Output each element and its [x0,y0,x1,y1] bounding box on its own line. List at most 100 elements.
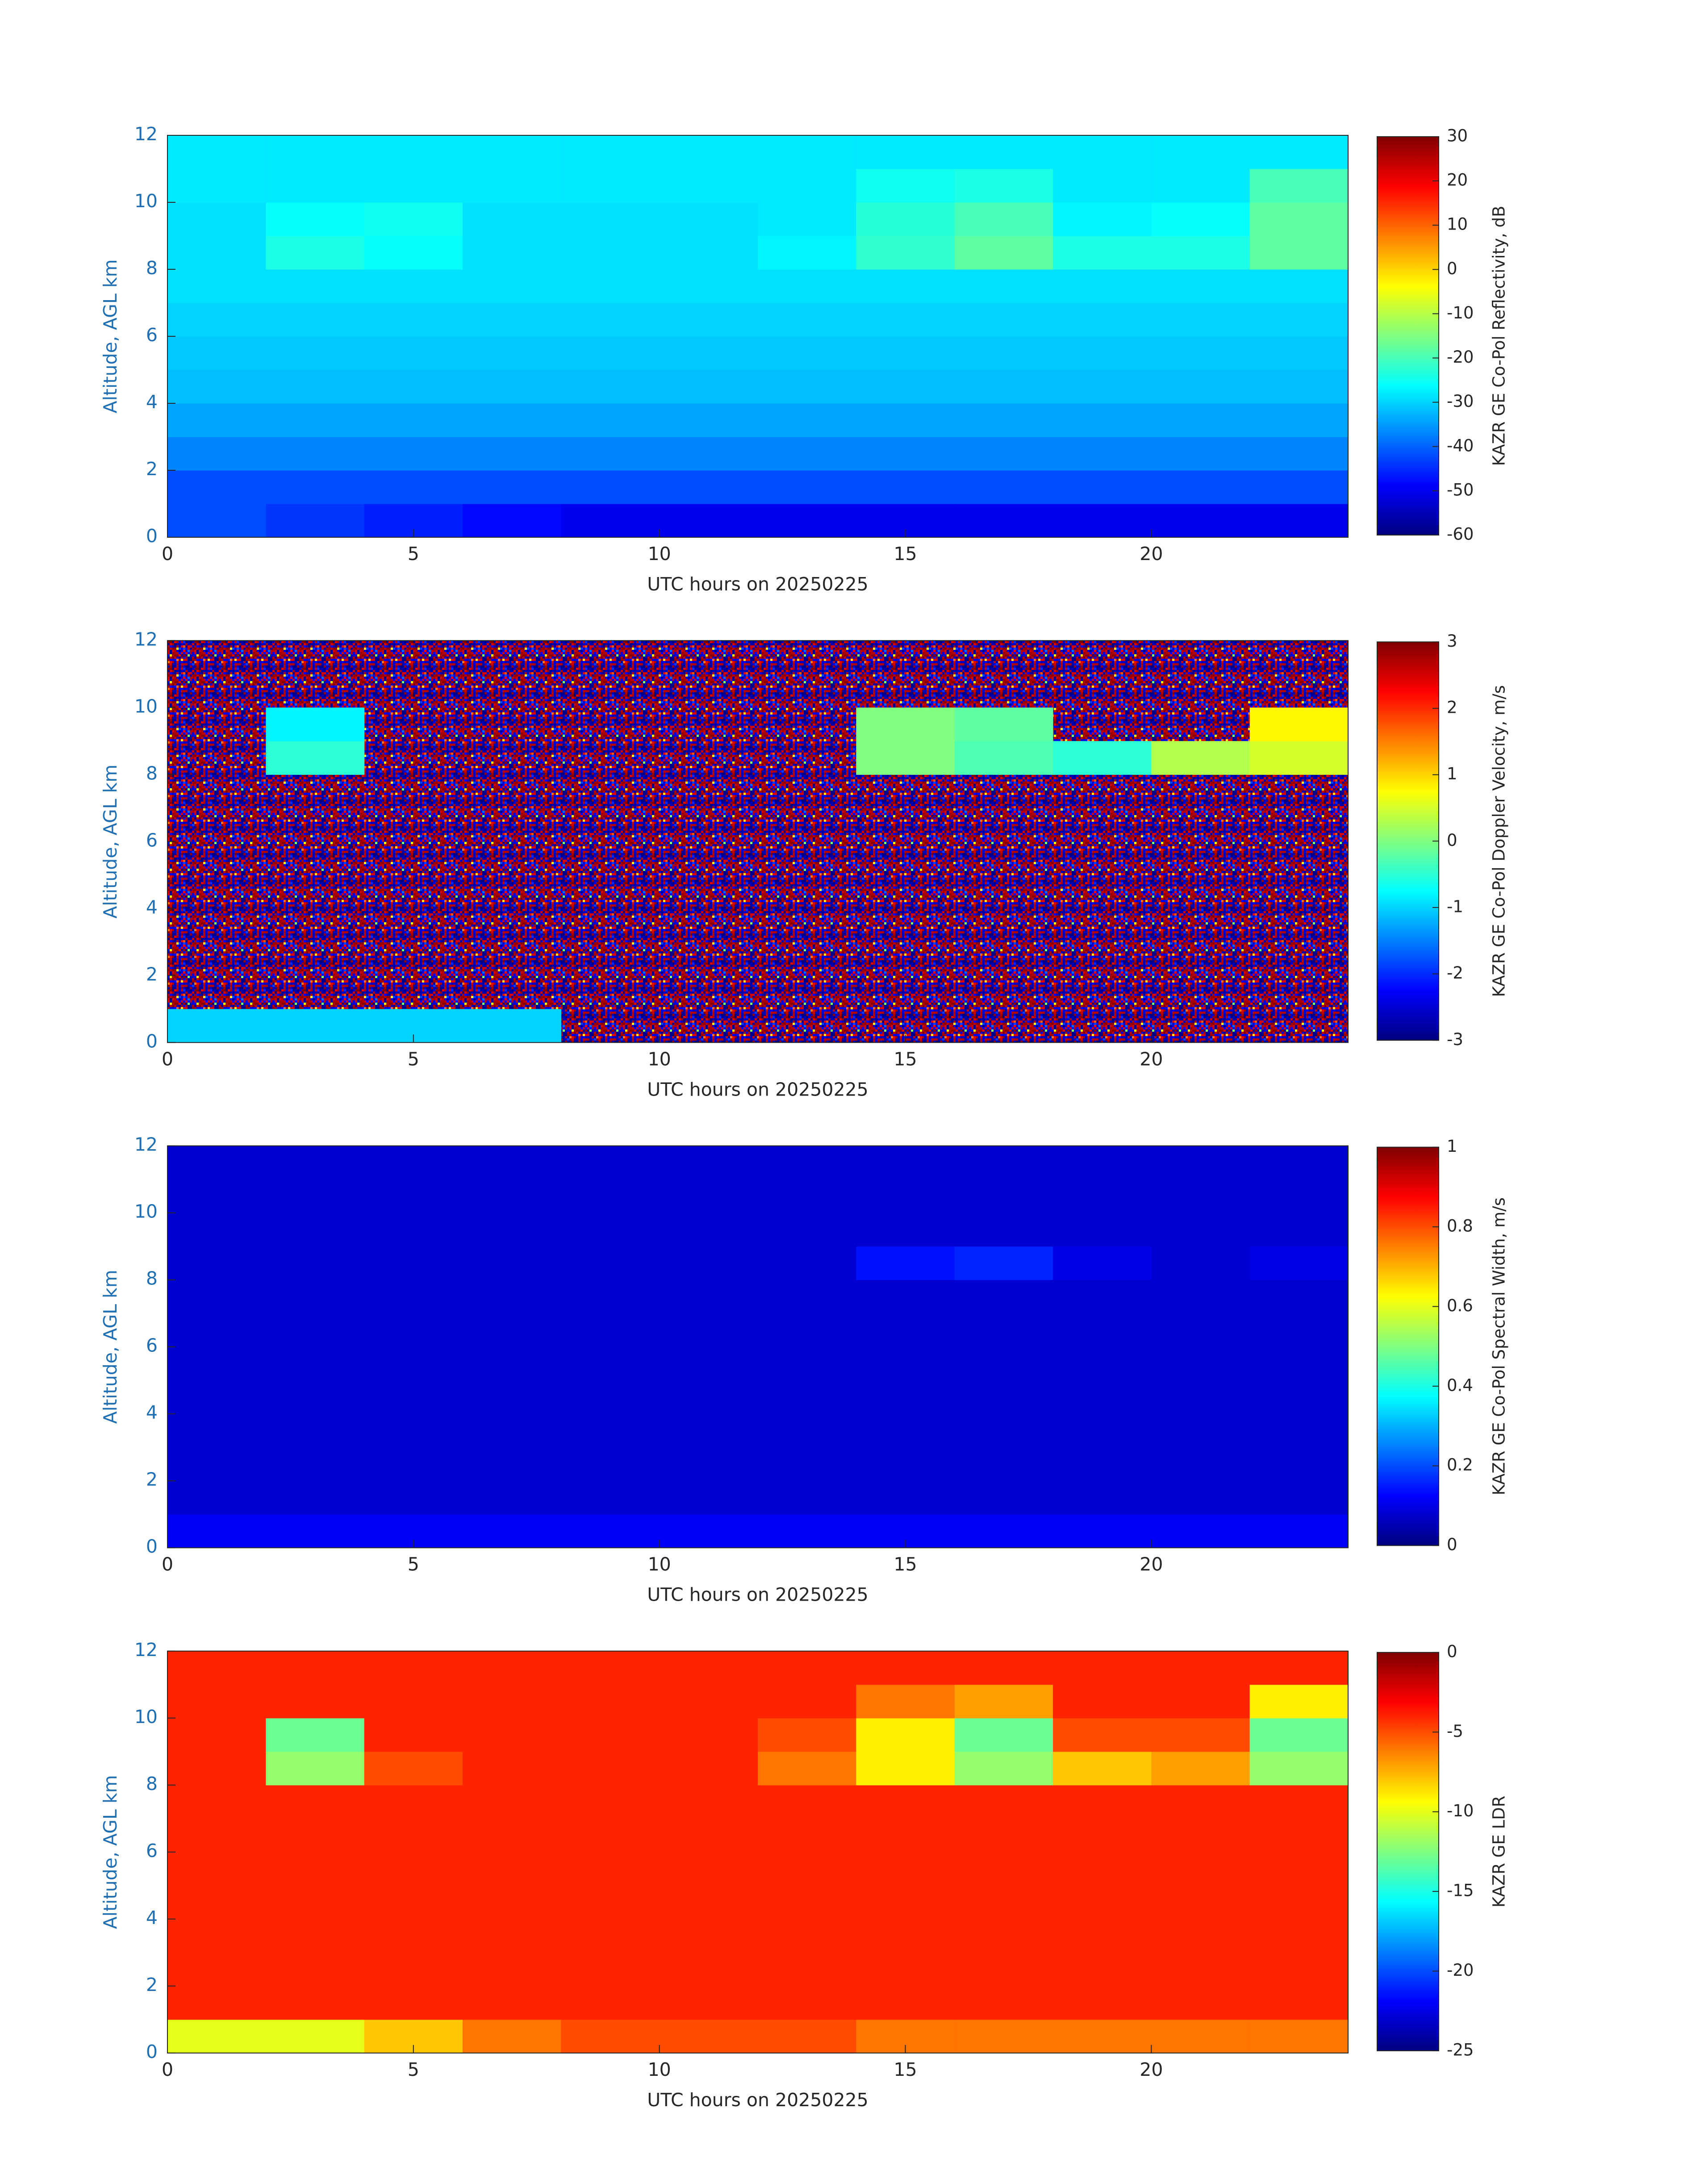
heatmap-cell [660,370,758,404]
heatmap-cell [561,135,660,169]
heatmap-cell [1151,1852,1250,1886]
heatmap-cell [1151,1213,1250,1247]
heatmap-cell [758,1819,856,1853]
heatmap-cell [463,1819,561,1853]
heatmap-cell [856,1447,955,1481]
heatmap-cell [1151,1886,1250,1920]
heatmap-cell [660,1819,758,1853]
x-axis-label: UTC hours on 20250225 [647,573,868,595]
heatmap-cell [758,1718,856,1752]
heatmap-cell [364,1819,463,1853]
heatmap-cell [856,135,955,169]
colorbar-label: KAZR GE Co-Pol Doppler Velocity, m/s [1490,685,1509,997]
heatmap-cell [1151,1280,1250,1314]
heatmap-cell [463,1685,561,1719]
heatmap-cell [758,1481,856,1515]
y-tick-label: 12 [134,628,158,650]
heatmap-cell [266,269,364,303]
y-tick-label: 6 [146,1840,158,1861]
heatmap-cell [1151,1380,1250,1414]
y-tick-label: 0 [146,525,158,547]
heatmap-cell [856,169,955,203]
heatmap-cell [266,2020,364,2054]
heatmap-cell [561,2020,660,2054]
x-axis-label: UTC hours on 20250225 [647,1584,868,1606]
heatmap-cell [364,1280,463,1314]
heatmap-cell [1053,269,1152,303]
heatmap-cell [266,1514,364,1548]
heatmap-cell [463,303,561,337]
heatmap-cell [561,1819,660,1853]
heatmap-cell [660,1380,758,1414]
heatmap-cell [463,1919,561,1953]
heatmap-cell [1053,1718,1152,1752]
heatmap-cell [1151,1447,1250,1481]
heatmap-cell [1250,707,1349,741]
heatmap-cell [758,504,856,538]
heatmap-cell [561,1481,660,1515]
heatmap-cell [1250,1919,1349,1953]
heatmap-cell [364,336,463,370]
heatmap-cell [1151,336,1250,370]
heatmap-cell [1250,1752,1349,1786]
heatmap-cell [1151,303,1250,337]
heatmap-cell [561,303,660,337]
heatmap-cell [758,1414,856,1448]
y-tick-label: 8 [146,257,158,279]
heatmap-cell [364,1447,463,1481]
heatmap-cell [266,1819,364,1853]
heatmap-cell [364,1752,463,1786]
heatmap-cell [364,269,463,303]
heatmap-cell [1151,1481,1250,1515]
heatmap-cell [266,1414,364,1448]
heatmap-cell [364,1919,463,1953]
heatmap-cell [1250,1852,1349,1886]
heatmap-cell [561,1179,660,1213]
heatmap-cell [856,1986,955,2020]
heatmap-cell [167,1280,266,1314]
y-tick-label: 10 [134,695,158,717]
heatmap-cell [167,1651,266,1685]
heatmap-cell [463,1752,561,1786]
colorbar-tick-label: 0.6 [1447,1296,1473,1315]
x-tick-label: 15 [894,1048,917,1070]
heatmap-cell [856,1651,955,1685]
heatmap-cell [364,1852,463,1886]
heatmap-cell [1151,236,1250,270]
heatmap-cell [167,202,266,236]
x-tick-label: 0 [162,2059,173,2080]
colorbar-tick-label: 20 [1447,171,1468,190]
heatmap-cell [561,1986,660,2020]
heatmap-cell [955,1380,1053,1414]
heatmap-cell [955,269,1053,303]
heatmap-cell [1250,1414,1349,1448]
heatmap-cell [561,1919,660,1953]
heatmap-cell [266,1246,364,1280]
y-tick-label: 4 [146,1402,158,1423]
heatmap-cell [364,1414,463,1448]
heatmap-cell [660,1953,758,1987]
heatmap-cell [1151,1246,1250,1280]
heatmap-cell [955,202,1053,236]
heatmap-cell [561,1146,660,1180]
heatmap-cell [758,1919,856,1953]
heatmap-cell [463,1986,561,2020]
colorbar-tick-label: 3 [1447,632,1457,651]
heatmap-cell [955,1447,1053,1481]
heatmap-cell [856,1280,955,1314]
heatmap-cell [955,1246,1053,1280]
heatmap-cell [167,135,266,169]
heatmap-cell [1053,336,1152,370]
heatmap-cell [1250,1246,1349,1280]
heatmap-cell [463,1953,561,1987]
heatmap-cell [561,1852,660,1886]
heatmap-cell [1151,504,1250,538]
heatmap-cell [1053,437,1152,471]
heatmap-cell [758,202,856,236]
heatmap-cell [660,1886,758,1920]
heatmap-cell [955,1146,1053,1180]
heatmap-cell [660,135,758,169]
heatmap-cell [266,1380,364,1414]
heatmap-cell [856,303,955,337]
heatmap-cell [1250,470,1349,504]
